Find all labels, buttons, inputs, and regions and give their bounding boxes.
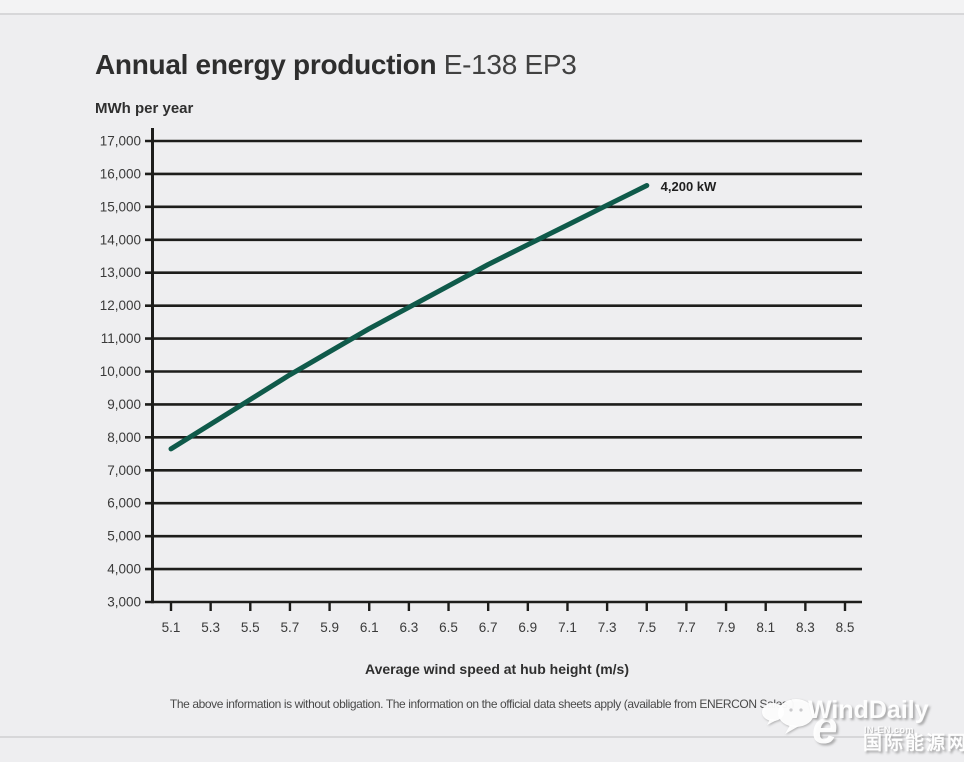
bottom-divider — [0, 736, 964, 738]
x-tick-label: 7.1 — [558, 620, 577, 635]
page-title: Annual energy production E-138 EP3 — [95, 49, 577, 80]
x-tick-label: 7.7 — [677, 620, 696, 635]
x-tick-label: 6.7 — [479, 620, 498, 635]
x-tick-label: 5.5 — [241, 620, 260, 635]
y-axis-unit-label: MWh per year — [95, 100, 194, 117]
y-tick-label: 4,000 — [107, 562, 141, 577]
page-title-main: Annual energy production — [95, 49, 437, 80]
chat-bubbles-icon — [762, 699, 814, 734]
y-tick-label: 11,000 — [101, 331, 141, 346]
watermark-brand: WindDaily — [808, 696, 929, 724]
turbine-model: E-138 EP3 — [443, 49, 577, 80]
y-tick-label: 16,000 — [100, 166, 141, 181]
watermark: e WindDaily IN-EN.com 国际能源网 — [756, 692, 964, 762]
x-tick-label: 6.3 — [399, 620, 418, 635]
x-tick-label: 7.3 — [598, 620, 617, 635]
x-tick-label: 5.9 — [320, 620, 339, 635]
x-tick-label: 5.3 — [201, 620, 220, 635]
in-en-logo-icon: e — [812, 701, 838, 753]
x-axis-title: Average wind speed at hub height (m/s) — [365, 661, 629, 677]
x-tick-label: 5.1 — [162, 620, 181, 635]
y-tick-label: 9,000 — [107, 397, 141, 412]
top-band — [0, 0, 964, 13]
y-tick-label: 5,000 — [107, 529, 141, 544]
watermark-site-url: IN-EN.com — [864, 725, 915, 735]
watermark-site-name: 国际能源网 — [863, 733, 964, 754]
y-tick-label: 12,000 — [100, 298, 141, 313]
disclaimer-note: The above information is without obligat… — [169, 697, 795, 711]
y-tick-label: 6,000 — [107, 496, 141, 511]
y-tick-label: 13,000 — [100, 265, 141, 280]
x-tick-label: 7.5 — [637, 620, 656, 635]
x-tick-label: 6.5 — [439, 620, 458, 635]
x-tick-label: 7.9 — [717, 620, 736, 635]
x-tick-label: 8.5 — [836, 620, 855, 635]
x-tick-label: 8.3 — [796, 620, 815, 635]
x-tick-label: 6.1 — [360, 620, 379, 635]
y-tick-label: 7,000 — [107, 463, 141, 478]
top-divider — [0, 13, 964, 15]
y-tick-label: 8,000 — [107, 430, 141, 445]
y-tick-label: 15,000 — [100, 199, 141, 214]
x-tick-label: 8.1 — [756, 620, 775, 635]
x-tick-label: 5.7 — [281, 620, 300, 635]
y-tick-label: 3,000 — [107, 595, 141, 610]
x-tick-label: 6.9 — [518, 620, 537, 635]
y-tick-label: 17,000 — [100, 134, 141, 149]
production-curve — [168, 183, 650, 452]
y-tick-label: 10,000 — [100, 364, 141, 379]
rated-power-annotation: 4,200 kW — [661, 179, 717, 194]
y-tick-label: 14,000 — [100, 232, 141, 247]
